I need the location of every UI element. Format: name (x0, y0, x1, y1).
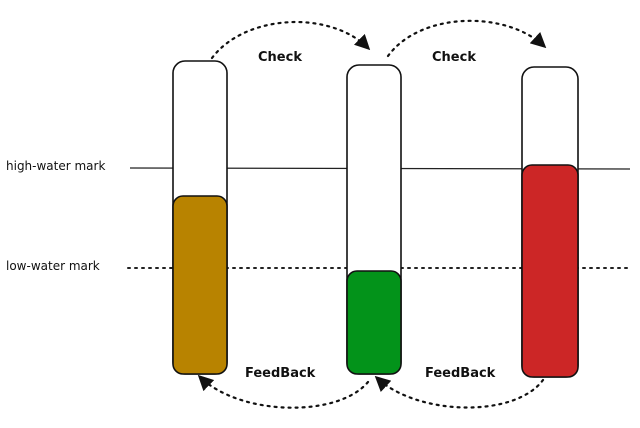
check-label-2: Check (432, 50, 476, 65)
low-water-mark-label: low-water mark (6, 259, 100, 273)
feedback-arrow-2 (374, 375, 545, 409)
tube-3-fill (521, 164, 579, 378)
tube-1-fill (172, 195, 228, 375)
check-label-1: Check (258, 50, 302, 65)
feedback-label-2: FeedBack (425, 366, 496, 381)
check-arrow-2 (386, 19, 547, 58)
high-water-mark-label: high-water mark (6, 159, 106, 173)
tube-2 (346, 64, 402, 375)
feedback-arrow-1 (197, 374, 370, 409)
tube-1 (172, 60, 228, 375)
tube-3 (521, 66, 579, 378)
tube-2-fill (346, 270, 402, 375)
feedback-label-1: FeedBack (245, 366, 316, 381)
check-arrow-1 (210, 21, 371, 60)
